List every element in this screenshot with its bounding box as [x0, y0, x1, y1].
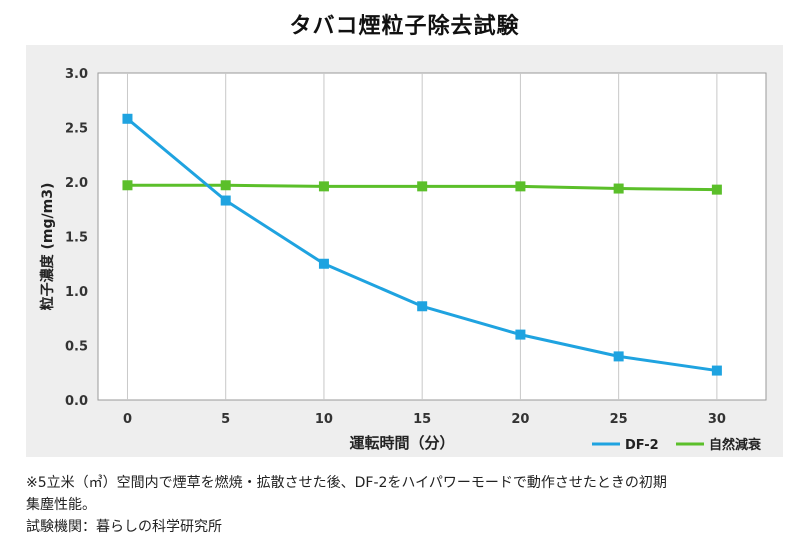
data-point-0 [122, 113, 133, 124]
footnote: ※5立米（㎥）空間内で煙草を燃焼・拡散させた後、DF-2をハイパワーモードで動作… [26, 472, 783, 538]
footnote-test-lab: 試験機関：暮らしの科学研究所 [26, 519, 222, 535]
x-axis-title: 運転時間（分） [349, 434, 454, 452]
x-tick-label: 0 [123, 412, 132, 427]
x-tick-label: 5 [221, 412, 230, 427]
y-axis-title: 粒子濃度 (mg/m3) [39, 183, 56, 311]
data-point-1 [220, 180, 231, 191]
x-tick-label: 15 [413, 412, 431, 427]
legend-label: DF-2 [625, 438, 659, 453]
data-point-1 [515, 181, 526, 192]
chart-title: タバコ煙粒子除去試験 [289, 14, 520, 39]
x-tick-label: 30 [708, 412, 726, 427]
plot-area [97, 72, 767, 401]
line-chart: 0.0 0.5 1.0 1.5 2.0 2.5 3.0 0 5 10 15 20 25 30 運転時間（分）… [39, 67, 767, 453]
y-tick-label: 1.0 [65, 285, 88, 300]
footnote-condition: ※5立米（㎥）空間内で煙草を燃焼・拡散させた後、DF-2をハイパワーモードで動作… [26, 475, 667, 491]
data-point-0 [711, 365, 722, 376]
data-point-1 [417, 181, 428, 192]
data-point-1 [122, 180, 133, 191]
y-tick-label: 2.5 [65, 122, 88, 137]
y-tick-label: 0.0 [65, 394, 88, 409]
x-tick-label: 10 [315, 412, 333, 427]
y-tick-label: 0.5 [65, 340, 88, 355]
chart-panel: 0.0 0.5 1.0 1.5 2.0 2.5 3.0 0 5 10 15 20 25 30 運転時間（分）… [26, 45, 783, 457]
x-tick-label: 25 [610, 412, 628, 427]
data-point-0 [613, 351, 624, 362]
x-tick-label: 20 [511, 412, 529, 427]
data-point-0 [515, 329, 526, 340]
data-point-1 [711, 184, 722, 195]
footnote-condition-cont: 集塵性能。 [26, 497, 96, 513]
data-point-0 [417, 301, 428, 312]
data-point-1 [613, 183, 624, 194]
y-tick-label: 3.0 [65, 67, 88, 82]
y-tick-label: 2.0 [65, 176, 88, 191]
data-point-0 [318, 258, 329, 269]
data-point-0 [220, 195, 231, 206]
legend-label: 自然減衰 [709, 437, 762, 453]
y-tick-label: 1.5 [65, 231, 88, 246]
data-point-1 [318, 181, 329, 192]
